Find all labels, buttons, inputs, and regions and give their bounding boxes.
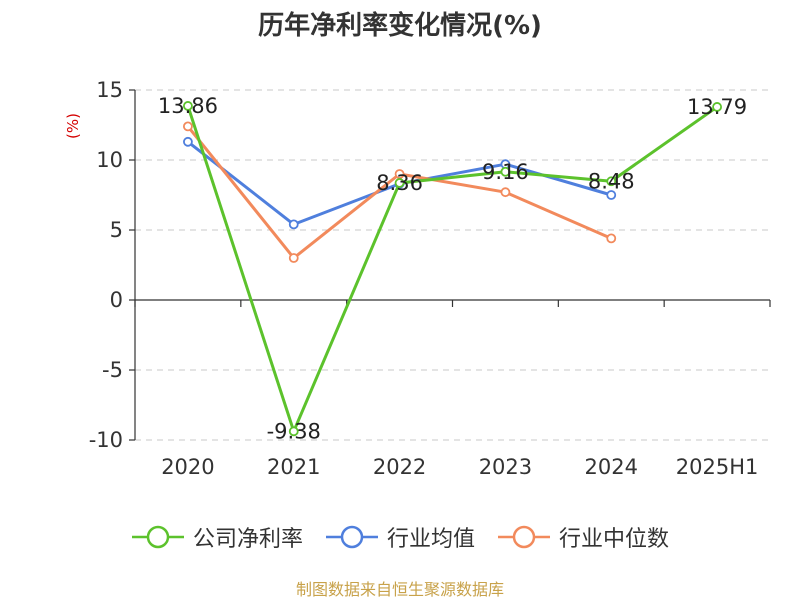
data-point-2[interactable]: [183, 121, 193, 132]
y-tick-label: -5: [102, 358, 123, 382]
data-label: 8.48: [588, 169, 635, 193]
x-tick-label: 2020: [161, 455, 214, 479]
y-axis-label: (%): [64, 113, 82, 139]
data-label: 9.16: [482, 160, 529, 184]
data-label: 8.36: [376, 171, 423, 195]
data-point-1[interactable]: [606, 190, 617, 200]
data-point-2[interactable]: [606, 233, 617, 244]
y-tick-label: 10: [96, 148, 123, 172]
series-layer: [183, 101, 722, 437]
x-tick-label: 2022: [373, 455, 426, 479]
data-point-2[interactable]: [288, 253, 299, 263]
legend-label: 公司净利率: [192, 527, 303, 552]
y-tick-label: 5: [110, 218, 123, 242]
data-point-0[interactable]: [183, 101, 193, 111]
data-label: 13.86: [158, 94, 218, 118]
data-point-0[interactable]: [606, 176, 617, 187]
legend-item-2[interactable]: 行业中位数: [497, 521, 669, 553]
y-tick-label: 15: [96, 78, 123, 102]
legend-item-1[interactable]: 行业均值: [325, 521, 475, 553]
legend-item-0[interactable]: 公司净利率: [131, 521, 303, 553]
data-point-2[interactable]: [500, 187, 511, 198]
y-tick-label: 0: [110, 288, 123, 312]
x-tick-label: 2021: [267, 455, 320, 479]
legend: 公司净利率 行业均值 行业中位数: [0, 519, 800, 555]
data-point-0[interactable]: [288, 426, 299, 437]
chart-title: 历年净利率变化情况(%): [258, 11, 542, 41]
axis-layer: 15 10 5 0 -5 -10 2020 2021 2022 2023 2024 2025H1 (%): [64, 78, 771, 479]
data-label: 13.79: [687, 95, 747, 119]
legend-swatch: [131, 525, 184, 549]
data-point-2[interactable]: [394, 169, 405, 179]
source-note: 制图数据来自恒生聚源数据库: [295, 580, 504, 599]
x-tick-label: 2025H1: [676, 455, 759, 479]
legend-swatch: [498, 525, 550, 549]
series-line-0: [186, 104, 719, 433]
legend-label: 行业中位数: [559, 527, 670, 552]
label-layer: 13.86 -9.38 8.36 9.16 8.48 13.79: [158, 94, 747, 443]
grid-layer: [135, 89, 770, 441]
data-point-0[interactable]: [394, 178, 405, 188]
data-label: -9.38: [267, 419, 321, 443]
data-point-0[interactable]: [712, 102, 722, 112]
x-tick-label: 2023: [479, 455, 532, 479]
data-point-1[interactable]: [183, 136, 193, 147]
x-tick-label: 2024: [585, 455, 638, 479]
legend-label: 行业均值: [386, 527, 475, 552]
y-tick-label: -10: [89, 428, 123, 452]
data-point-1[interactable]: [288, 219, 299, 230]
legend-swatch: [325, 525, 378, 549]
data-point-0[interactable]: [500, 166, 511, 177]
